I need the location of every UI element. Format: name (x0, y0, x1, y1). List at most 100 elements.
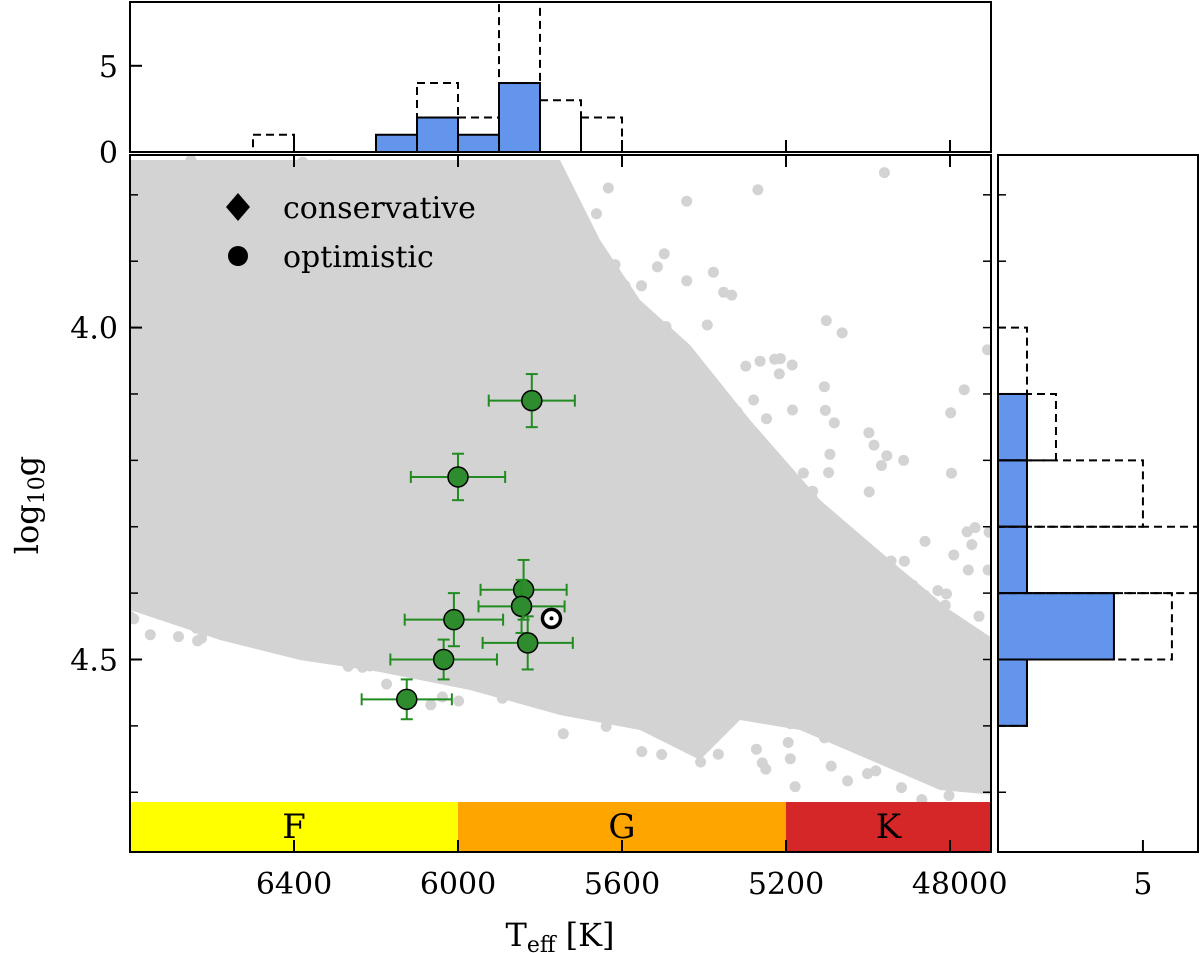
bg-star-point (591, 688, 603, 700)
bg-star-point (301, 450, 313, 461)
bg-star-point (196, 436, 208, 448)
bg-star-point (948, 549, 960, 561)
bg-star-point (458, 657, 470, 669)
bg-star-point (762, 708, 774, 720)
bg-star-point (406, 541, 418, 553)
bg-star-point (218, 427, 230, 439)
bg-star-point (695, 376, 707, 388)
top-frame (129, 1, 992, 153)
bg-star-point (622, 433, 634, 445)
bg-star-point (862, 768, 873, 780)
bg-star-point (483, 188, 495, 200)
bg-star-point (863, 427, 875, 439)
bg-star-point (761, 413, 772, 425)
right-frame (997, 154, 1199, 853)
bg-star-point (619, 280, 631, 292)
bg-star-point (573, 266, 585, 278)
band-label-k: K (876, 807, 902, 847)
bg-star-point (174, 517, 186, 529)
bg-star-point (185, 330, 197, 342)
bg-star-point (213, 353, 225, 365)
bg-star-point (782, 737, 794, 748)
bg-star-point (902, 631, 914, 643)
bg-star-point (609, 259, 621, 271)
bg-star-point (853, 577, 865, 589)
bg-star-point (471, 235, 483, 247)
bg-star-point (900, 712, 911, 724)
bg-star-point (547, 644, 559, 656)
bg-star-point (252, 242, 264, 254)
bg-star-point (932, 585, 944, 597)
bg-star-point (190, 622, 202, 634)
bg-star-point (750, 743, 762, 755)
bg-star-point (819, 404, 831, 416)
bg-star-point (131, 432, 143, 444)
bg-star-point (453, 695, 465, 707)
bg-star-point (865, 743, 877, 755)
bg-star-point (870, 765, 882, 777)
bg-star-point (559, 666, 571, 678)
bg-star-point (391, 449, 403, 461)
bg-star-point (320, 167, 332, 179)
bg-star-point (381, 678, 393, 690)
bg-star-point (602, 182, 614, 194)
bg-star-point (597, 666, 609, 678)
bg-star-point (487, 201, 499, 213)
bg-star-point (423, 194, 434, 206)
bg-star-point (539, 336, 551, 348)
bg-star-point (144, 417, 156, 429)
bg-star-point (741, 541, 753, 553)
bg-star-point (872, 575, 884, 586)
bg-star-point (371, 544, 383, 556)
bg-star-point (408, 413, 420, 425)
right-bar-optimistic (998, 392, 1028, 462)
bg-star-point (637, 326, 649, 338)
bg-star-point (958, 384, 970, 396)
band-label-f: F (282, 807, 306, 847)
bg-star-point (908, 759, 920, 771)
bg-star-point (364, 660, 376, 672)
top-bar-optimistic (498, 82, 541, 152)
bg-star-point (667, 623, 679, 634)
bg-star-point (185, 155, 197, 166)
bg-star-point (721, 666, 733, 678)
bg-star-point (659, 593, 671, 605)
bg-star-point (404, 334, 416, 346)
bg-star-point (481, 359, 493, 371)
bg-star-point (518, 542, 529, 554)
bg-star-point (591, 388, 603, 400)
bg-star-point (411, 421, 423, 433)
top-bar-all (252, 133, 295, 152)
bg-star-point (824, 448, 836, 460)
bg-star-point (950, 750, 962, 762)
bg-star-point (412, 211, 424, 223)
bg-star-point (898, 555, 910, 567)
bg-star-point (382, 442, 394, 454)
bg-star-point (501, 555, 513, 567)
bg-star-point (823, 467, 835, 479)
bg-star-point (820, 315, 832, 327)
bg-star-point (670, 557, 682, 569)
bg-star-point (432, 199, 443, 211)
bg-star-point (789, 781, 801, 793)
bg-star-point (768, 582, 780, 593)
bg-star-point (803, 530, 815, 542)
bg-star-point (342, 660, 354, 672)
bg-star-point (367, 443, 379, 455)
bg-star-point (606, 285, 617, 296)
bg-star-point (923, 716, 935, 728)
right-x-tick-label: 5 (1133, 867, 1152, 902)
bg-star-point (973, 610, 985, 622)
point-marker (521, 389, 543, 412)
data-point (403, 592, 505, 648)
bg-star-point (906, 597, 917, 609)
right-bar-all (998, 525, 1198, 595)
bg-star-point (422, 601, 434, 613)
bg-star-point (569, 231, 581, 243)
bg-star-point (465, 564, 477, 576)
right-bar-optimistic (998, 592, 1115, 661)
bg-star-point (804, 611, 816, 623)
bg-star-point (506, 212, 518, 224)
bg-star-point (416, 230, 427, 242)
legend-conservative-label: conservative (283, 191, 476, 226)
